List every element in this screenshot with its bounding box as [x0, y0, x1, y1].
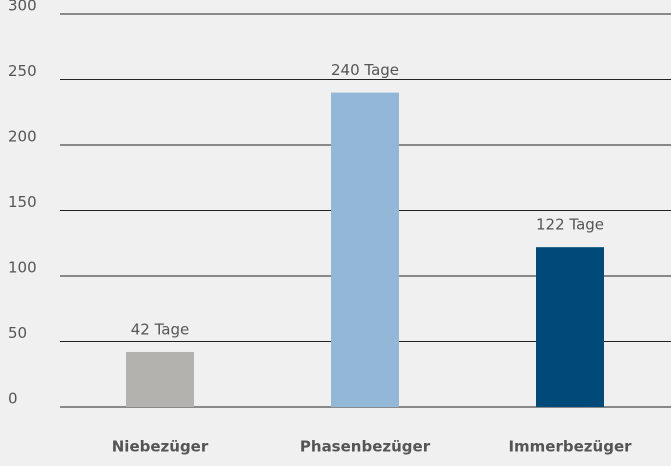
- y-tick-label: 50: [8, 324, 27, 342]
- x-tick-label: Niebezüger: [112, 438, 209, 456]
- y-tick-label: 250: [8, 62, 37, 80]
- value-label: 122 Tage: [536, 216, 604, 234]
- y-tick-label: 0: [8, 390, 18, 408]
- y-tick-label: 100: [8, 259, 37, 277]
- bar: [536, 247, 604, 407]
- value-label: 240 Tage: [331, 61, 399, 79]
- bar: [331, 92, 399, 407]
- y-tick-label: 300: [8, 0, 37, 15]
- value-label: 42 Tage: [131, 320, 189, 338]
- bar: [126, 351, 194, 407]
- x-tick-label: Immerbezüger: [508, 438, 632, 456]
- y-tick-label: 150: [8, 193, 37, 211]
- y-tick-label: 200: [8, 128, 37, 146]
- x-tick-label: Phasenbezüger: [300, 438, 431, 456]
